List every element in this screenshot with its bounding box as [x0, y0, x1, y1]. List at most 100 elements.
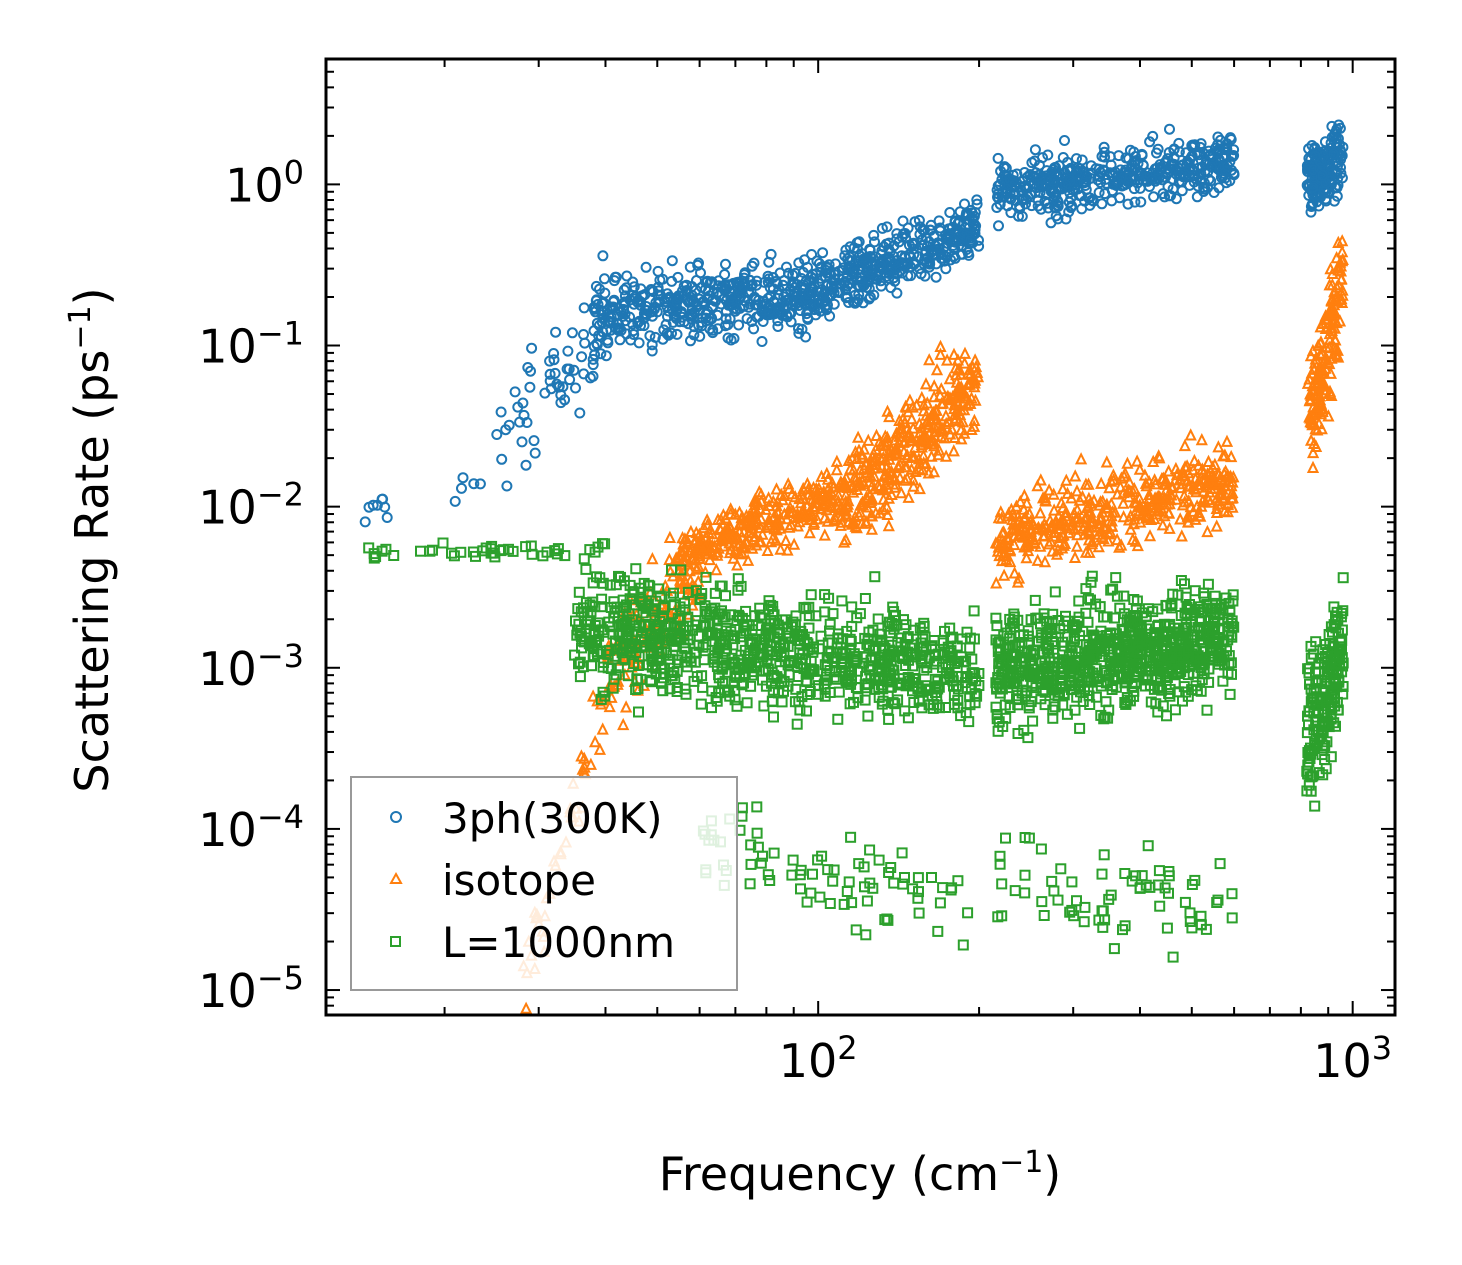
- point-3ph: [566, 327, 578, 339]
- point-isotope: [825, 500, 839, 513]
- point-isotope: [586, 689, 600, 702]
- point-3ph: [618, 297, 630, 309]
- point-isotope: [618, 667, 632, 681]
- point-3ph: [1049, 187, 1060, 198]
- point-isotope: [1216, 449, 1230, 462]
- point-isotope: [1071, 527, 1084, 541]
- point-boundary: [869, 571, 881, 583]
- point-boundary: [1126, 875, 1138, 887]
- point-boundary: [1132, 624, 1144, 636]
- point-isotope: [1322, 355, 1335, 368]
- point-boundary: [836, 595, 848, 607]
- point-boundary: [859, 679, 871, 691]
- point-boundary: [630, 563, 642, 575]
- point-isotope: [877, 450, 890, 463]
- point-isotope: [739, 534, 752, 547]
- point-3ph: [1148, 191, 1160, 203]
- point-isotope: [779, 533, 792, 546]
- point-3ph: [1029, 144, 1041, 156]
- point-boundary: [691, 671, 703, 683]
- point-isotope: [1149, 477, 1162, 490]
- point-3ph: [971, 194, 983, 206]
- point-boundary: [964, 632, 976, 644]
- point-3ph: [595, 348, 607, 360]
- point-isotope: [683, 564, 697, 577]
- point-isotope: [1308, 356, 1322, 369]
- point-isotope: [821, 514, 834, 527]
- point-boundary: [1318, 742, 1330, 754]
- point-boundary: [861, 682, 873, 694]
- point-3ph: [894, 265, 906, 277]
- point-isotope: [734, 515, 747, 529]
- point-3ph: [863, 293, 875, 305]
- point-boundary: [884, 627, 896, 639]
- point-3ph: [694, 293, 706, 305]
- point-boundary: [489, 551, 501, 563]
- point-3ph: [1159, 171, 1171, 183]
- point-3ph: [696, 317, 707, 328]
- point-3ph: [1122, 198, 1134, 210]
- point-isotope: [1039, 493, 1052, 506]
- point-boundary: [896, 847, 908, 859]
- point-3ph: [713, 290, 725, 302]
- point-boundary: [760, 680, 772, 692]
- point-boundary: [963, 716, 975, 728]
- point-3ph: [1016, 210, 1028, 222]
- point-boundary: [1119, 868, 1131, 879]
- point-boundary: [819, 690, 831, 702]
- point-isotope: [726, 530, 739, 544]
- point-isotope: [1065, 518, 1078, 531]
- point-isotope: [925, 449, 938, 462]
- point-boundary: [671, 665, 683, 677]
- point-boundary: [1169, 704, 1181, 716]
- point-boundary: [706, 702, 717, 714]
- point-boundary: [887, 601, 899, 613]
- point-boundary: [640, 602, 652, 614]
- point-3ph: [813, 286, 825, 298]
- point-boundary: [876, 634, 888, 646]
- point-3ph: [963, 222, 975, 234]
- point-boundary: [846, 601, 858, 613]
- point-isotope: [791, 519, 805, 532]
- point-3ph: [713, 280, 725, 292]
- point-isotope: [1046, 544, 1059, 557]
- point-boundary: [603, 644, 615, 656]
- point-3ph: [720, 258, 731, 270]
- point-isotope: [619, 700, 633, 713]
- point-isotope: [841, 480, 854, 493]
- point-boundary: [731, 700, 743, 712]
- point-boundary: [801, 689, 813, 700]
- point-isotope: [869, 442, 882, 455]
- point-isotope: [1128, 481, 1141, 495]
- point-isotope: [1331, 343, 1344, 356]
- point-isotope: [955, 432, 968, 445]
- point-3ph: [1135, 196, 1147, 208]
- point-boundary: [744, 878, 756, 890]
- point-boundary: [664, 653, 676, 665]
- point-3ph: [663, 329, 674, 341]
- point-isotope: [919, 456, 933, 470]
- point-3ph: [1191, 191, 1203, 203]
- point-boundary: [1019, 869, 1031, 881]
- point-boundary: [1209, 622, 1221, 634]
- point-3ph: [457, 472, 469, 484]
- point-isotope: [746, 541, 759, 554]
- point-isotope: [1189, 512, 1202, 525]
- point-isotope: [950, 367, 963, 381]
- point-boundary: [1209, 609, 1221, 621]
- point-isotope: [1095, 529, 1108, 543]
- point-3ph: [925, 219, 937, 231]
- point-3ph: [589, 349, 601, 361]
- point-boundary: [1310, 636, 1322, 648]
- point-isotope: [832, 488, 845, 501]
- point-isotope: [1178, 438, 1192, 452]
- point-isotope: [862, 470, 876, 483]
- point-isotope: [684, 573, 697, 586]
- point-isotope: [716, 534, 729, 547]
- point-isotope: [1059, 506, 1072, 519]
- point-3ph: [995, 165, 1007, 177]
- point-boundary: [1102, 640, 1114, 652]
- point-boundary: [1027, 715, 1039, 727]
- point-boundary: [607, 682, 619, 694]
- point-3ph: [524, 381, 536, 393]
